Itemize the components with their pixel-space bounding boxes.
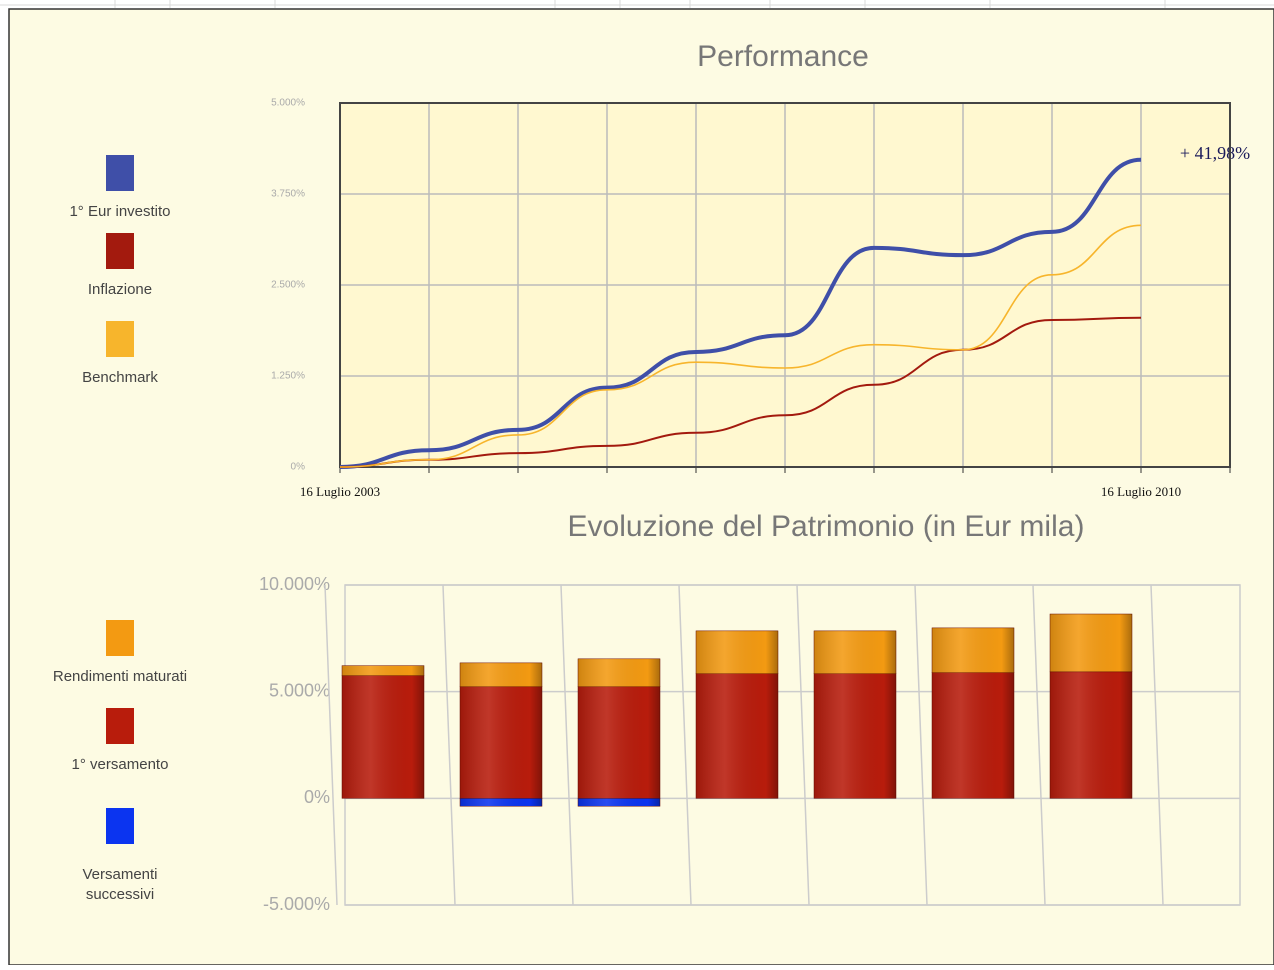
bar-shade: [342, 675, 424, 799]
y-tick-label: 5.000%: [271, 98, 305, 109]
series-line: [339, 316, 1142, 468]
bar-shade: [696, 630, 778, 674]
legend-swatch: [106, 321, 134, 357]
bar-shade: [578, 686, 660, 799]
legend-label: Benchmark: [82, 369, 158, 386]
chart-title: Evoluzione del Patrimonio (in Eur mila): [568, 510, 1085, 543]
x-tick-label: 16 Luglio 2010: [1101, 484, 1181, 499]
x-tick-label: 16 Luglio 2003: [300, 484, 380, 499]
v-grid-line: [442, 584, 456, 906]
bar-shade: [1050, 614, 1132, 672]
v-grid-line: [796, 584, 810, 906]
y-tick-label: 1.250%: [271, 371, 305, 382]
legend-label: 1° versamento: [72, 756, 169, 773]
plot-frame: [339, 102, 1231, 468]
legend-label: 1° Eur investito: [69, 203, 170, 220]
y-tick-label: 0%: [304, 787, 330, 807]
y-tick-label: 5.000%: [269, 680, 330, 700]
bar-shade: [342, 665, 424, 676]
legend-swatch: [106, 808, 134, 844]
series-line: [339, 157, 1142, 469]
legend-swatch: [106, 155, 134, 191]
legend-label: Inflazione: [88, 281, 152, 298]
bar-shade: [460, 798, 542, 807]
y-tick-label: 10.000%: [259, 574, 330, 594]
v-grid-line: [914, 584, 928, 906]
legend-label: Rendimenti maturati: [53, 668, 187, 685]
v-grid-line: [1032, 584, 1046, 906]
series-line: [339, 224, 1142, 468]
bar-shade: [460, 662, 542, 687]
bar-shade: [1050, 671, 1132, 799]
bar-shade: [696, 673, 778, 799]
bar-shade: [578, 798, 660, 807]
legend-swatch: [106, 708, 134, 744]
patrimonio-chart: -5.000% 0% 5.000% 10.000% Rendimenti maturat…: [53, 574, 1241, 914]
chart-title: Performance: [697, 40, 869, 73]
annotation: + 41,98%: [1180, 143, 1250, 163]
y-tick-label: 2.500%: [271, 280, 305, 291]
legend-swatch: [106, 233, 134, 269]
y-tick-label: -5.000%: [263, 894, 330, 914]
v-grid-line: [560, 584, 574, 906]
bar-shade: [578, 658, 660, 687]
performance-chart: 0% 1.250% 2.500% 3.750% 5.000% 16 Luglio 2003…: [69, 98, 1231, 499]
legend-label: Versamenti successivi: [82, 866, 157, 903]
bar-shade: [932, 672, 1014, 799]
v-grid-line: [324, 584, 338, 906]
legend-swatch: [106, 620, 134, 656]
y-tick-label: 3.750%: [271, 189, 305, 200]
bar-shade: [814, 673, 896, 799]
v-grid-line: [1150, 584, 1164, 906]
v-grid-line: [678, 584, 692, 906]
bar-shade: [460, 686, 542, 799]
y-tick-label: 0%: [291, 462, 306, 473]
sheet-grid: [0, 0, 1274, 8]
bar-shade: [814, 630, 896, 674]
bar-shade: [932, 627, 1014, 673]
